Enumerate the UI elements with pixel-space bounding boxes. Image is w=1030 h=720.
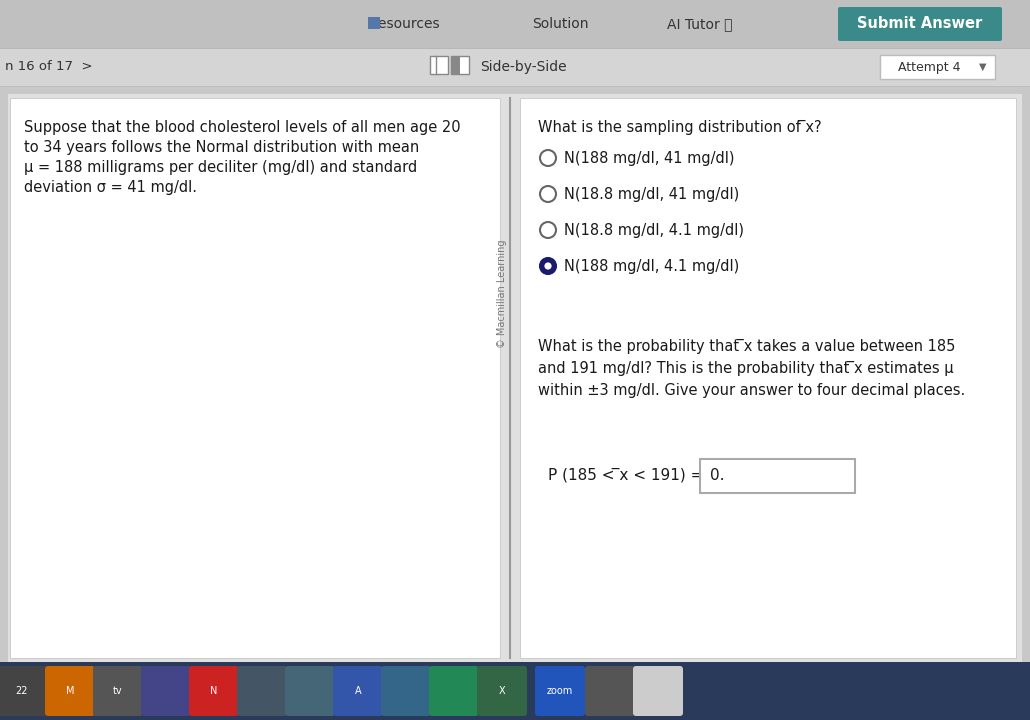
Text: N(18.8 mg/dl, 41 mg/dl): N(18.8 mg/dl, 41 mg/dl) (564, 186, 740, 202)
Text: zoom: zoom (547, 686, 573, 696)
Text: P (185 < ̅x < 191) =: P (185 < ̅x < 191) = (548, 467, 703, 482)
FancyBboxPatch shape (880, 55, 995, 79)
FancyBboxPatch shape (285, 666, 335, 716)
Text: AI Tutor ⓘ: AI Tutor ⓘ (667, 17, 732, 31)
Text: © Macmillan Learning: © Macmillan Learning (497, 240, 507, 348)
Text: M: M (66, 686, 74, 696)
FancyBboxPatch shape (188, 666, 239, 716)
FancyBboxPatch shape (237, 666, 287, 716)
FancyBboxPatch shape (93, 666, 143, 716)
Circle shape (540, 258, 556, 274)
FancyBboxPatch shape (451, 56, 460, 74)
FancyBboxPatch shape (141, 666, 191, 716)
Text: Solution: Solution (531, 17, 588, 31)
FancyBboxPatch shape (0, 662, 1030, 720)
FancyBboxPatch shape (368, 17, 380, 29)
Text: N: N (210, 686, 217, 696)
Text: within ±3 mg/dl. Give your answer to four decimal places.: within ±3 mg/dl. Give your answer to fou… (538, 383, 965, 398)
Text: Resources: Resources (370, 17, 440, 31)
FancyBboxPatch shape (0, 666, 47, 716)
Text: Side-by-Side: Side-by-Side (480, 60, 566, 74)
Text: 22: 22 (15, 686, 28, 696)
Text: n 16 of 17  >: n 16 of 17 > (5, 60, 93, 73)
Text: Attempt 4: Attempt 4 (898, 60, 961, 73)
Text: to 34 years follows the Normal distribution with mean: to 34 years follows the Normal distribut… (24, 140, 419, 155)
FancyBboxPatch shape (8, 94, 1022, 662)
FancyBboxPatch shape (451, 56, 469, 74)
FancyBboxPatch shape (633, 666, 683, 716)
FancyBboxPatch shape (45, 666, 95, 716)
Text: A: A (354, 686, 362, 696)
Text: deviation σ = 41 mg/dl.: deviation σ = 41 mg/dl. (24, 180, 197, 195)
FancyBboxPatch shape (520, 98, 1016, 658)
Text: 0.: 0. (710, 469, 724, 484)
FancyBboxPatch shape (10, 98, 500, 658)
FancyBboxPatch shape (585, 666, 636, 716)
FancyBboxPatch shape (430, 56, 448, 74)
Text: tv: tv (113, 686, 123, 696)
FancyBboxPatch shape (333, 666, 383, 716)
Text: Suppose that the blood cholesterol levels of all men age 20: Suppose that the blood cholesterol level… (24, 120, 460, 135)
Circle shape (545, 262, 552, 269)
FancyBboxPatch shape (838, 7, 1002, 41)
FancyBboxPatch shape (700, 459, 855, 493)
FancyBboxPatch shape (0, 0, 1030, 48)
Text: What is the sampling distribution of ̅x?: What is the sampling distribution of ̅x? (538, 120, 822, 135)
Text: N(18.8 mg/dl, 4.1 mg/dl): N(18.8 mg/dl, 4.1 mg/dl) (564, 222, 744, 238)
Text: N(188 mg/dl, 41 mg/dl): N(188 mg/dl, 41 mg/dl) (564, 150, 734, 166)
FancyBboxPatch shape (381, 666, 431, 716)
FancyBboxPatch shape (535, 666, 585, 716)
Text: ▼: ▼ (980, 62, 987, 72)
FancyBboxPatch shape (477, 666, 527, 716)
Text: Submit Answer: Submit Answer (857, 17, 983, 32)
Text: and 191 mg/dl? This is the probability that ̅x estimates μ: and 191 mg/dl? This is the probability t… (538, 361, 954, 376)
Text: What is the probability that ̅x takes a value between 185: What is the probability that ̅x takes a … (538, 339, 956, 354)
Text: X: X (499, 686, 506, 696)
FancyBboxPatch shape (0, 48, 1030, 86)
FancyBboxPatch shape (430, 666, 479, 716)
Text: μ = 188 milligrams per deciliter (mg/dl) and standard: μ = 188 milligrams per deciliter (mg/dl)… (24, 160, 417, 175)
Text: N(188 mg/dl, 4.1 mg/dl): N(188 mg/dl, 4.1 mg/dl) (564, 258, 740, 274)
